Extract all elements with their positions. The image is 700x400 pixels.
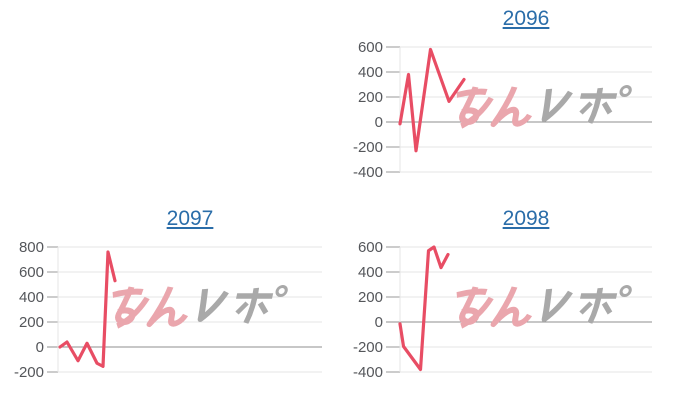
y-axis-tick-label: -200 (353, 139, 383, 156)
handakuten-circle-icon (619, 285, 632, 297)
chart-panel-2097: 2097 800 600 400 200 0 -200 (0, 200, 350, 400)
minrepo-watermark (112, 285, 288, 329)
y-axis-tick-label: 600 (19, 264, 44, 281)
y-axis-tick-label: 200 (19, 314, 44, 331)
chart-panel-2098: 2098 600 400 200 0 -200 -400 (350, 200, 700, 400)
chart-title-link[interactable]: 2097 (166, 207, 214, 230)
y-axis-tick-label: 400 (358, 64, 383, 81)
y-axis-tick-label: 400 (358, 264, 383, 281)
series-line (398, 245, 450, 372)
chart-canvas: 600 400 200 0 -200 -400 (353, 239, 652, 381)
y-axis-tick-label: 800 (19, 239, 44, 256)
handakuten-circle-icon (275, 285, 288, 297)
y-axis-tick-label: -200 (14, 364, 44, 381)
chart-canvas: 600 400 200 0 -200 -400 (353, 39, 652, 181)
y-axis-tick-label: 400 (19, 289, 44, 306)
chart-panel-2096: 2096 600 400 200 0 -200 -400 (350, 0, 700, 200)
chart-canvas: 800 600 400 200 0 -200 (14, 239, 322, 381)
y-axis-tick-label: 600 (358, 239, 383, 256)
minrepo-watermark (456, 285, 632, 329)
y-axis-tick-label: 0 (375, 114, 383, 131)
y-axis-tick-label: -200 (353, 339, 383, 356)
y-axis-tick-label: -400 (353, 164, 383, 181)
series-line (58, 250, 117, 368)
y-axis-tick-label: -400 (353, 364, 383, 381)
minrepo-watermark (456, 85, 632, 129)
y-axis-tick-label: 0 (36, 339, 44, 356)
series-line (398, 47, 466, 153)
chart-title-link[interactable]: 2096 (502, 7, 550, 30)
y-axis-tick-label: 200 (358, 289, 383, 306)
y-axis-tick-label: 600 (358, 39, 383, 56)
handakuten-circle-icon (619, 85, 632, 97)
y-axis-tick-label: 200 (358, 89, 383, 106)
chart-title-link[interactable]: 2098 (502, 207, 550, 230)
y-axis-tick-label: 0 (375, 314, 383, 331)
